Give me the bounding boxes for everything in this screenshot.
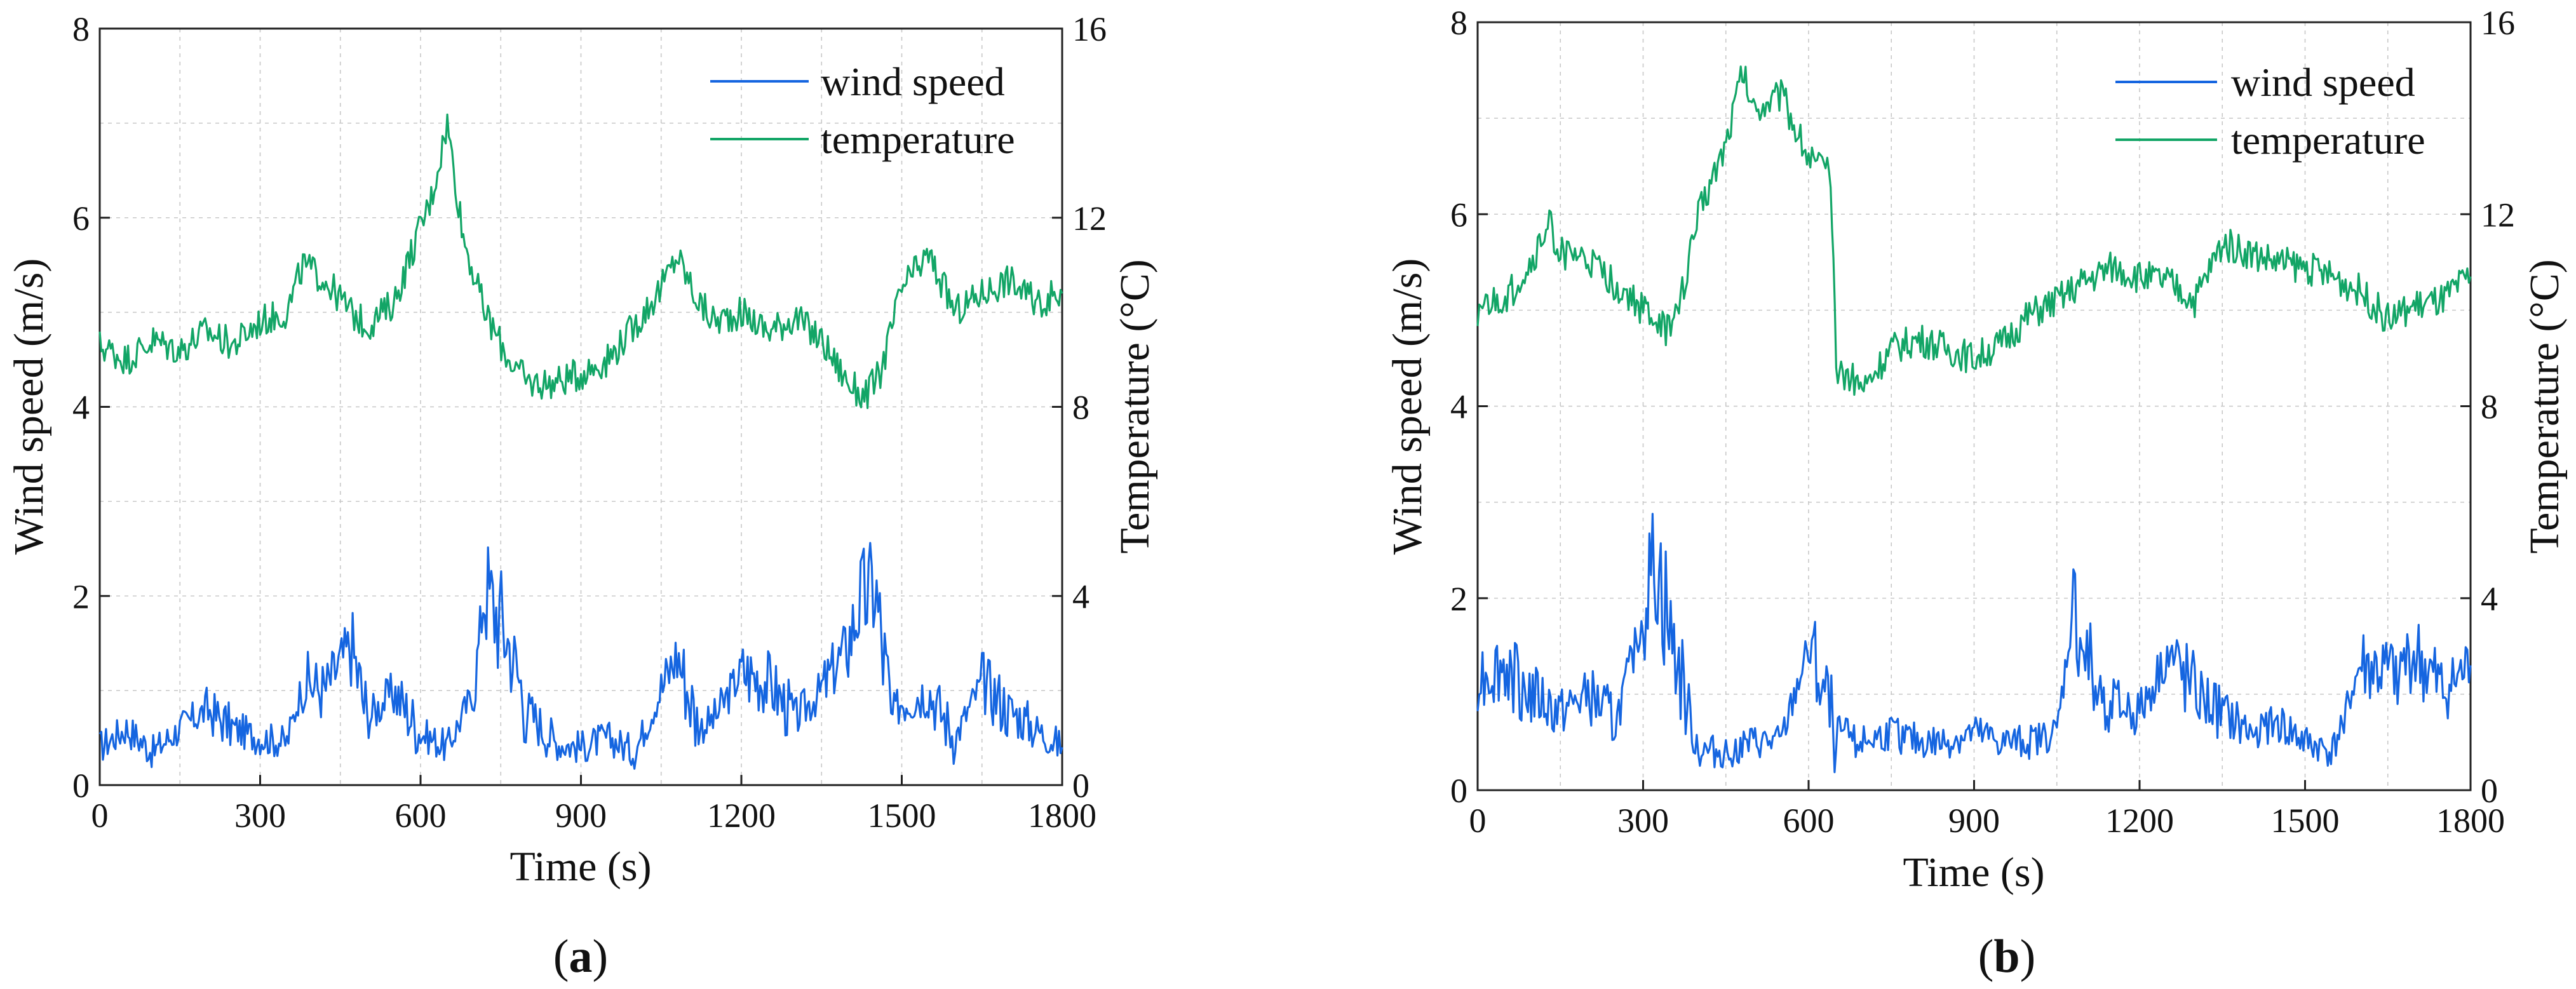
y2-tick-label: 4 — [2481, 580, 2498, 618]
temperature-line-a — [98, 113, 1063, 410]
x-tick-label: 1800 — [1028, 797, 1096, 835]
y-axis-label-b: Wind speed (m/s) — [1384, 259, 1431, 555]
y2-axis-label-a: Temperature (°C) — [1112, 259, 1158, 553]
y2-tick-label: 16 — [2481, 4, 2515, 42]
x-tick-label: 1500 — [868, 797, 936, 835]
y-axis-label-a: Wind speed (m/s) — [6, 259, 52, 555]
x-tick-label: 300 — [234, 797, 286, 835]
ticks-b — [1476, 21, 2472, 791]
x-tick-labels-a: 0 300 600 900 1200 1500 1800 — [91, 797, 1097, 835]
y-tick-label: 2 — [72, 577, 90, 616]
legend-label-wind-a: wind speed — [821, 59, 1005, 104]
y-tick-label: 4 — [72, 389, 90, 427]
y2-tick-label: 12 — [1072, 199, 1107, 238]
x-tick-label: 900 — [555, 797, 607, 835]
y2-tick-label: 0 — [1072, 767, 1089, 805]
y2-axis-label-b: Temperature (°C) — [2521, 259, 2568, 553]
y2-tick-label: 12 — [2481, 196, 2515, 234]
legend-label-temperature-a: temperature — [821, 117, 1015, 162]
x-axis-label-b: Time (s) — [1903, 849, 2044, 896]
x-tick-label: 1200 — [2105, 802, 2174, 840]
x-tick-label: 1800 — [2436, 802, 2505, 840]
x-tick-label: 0 — [91, 797, 109, 835]
panel-label-a: (a) — [553, 931, 608, 983]
temperature-line-b — [1476, 65, 2472, 396]
y2-tick-label: 8 — [1072, 389, 1089, 427]
y-tick-label: 6 — [1450, 196, 1467, 234]
chart-panel-a: 0 300 600 900 1200 1500 1800 0 2 4 6 8 0… — [6, 10, 1158, 983]
y2-tick-label: 16 — [1072, 10, 1107, 48]
ticks-a — [98, 27, 1063, 786]
y-tick-label: 8 — [72, 10, 90, 48]
y-tick-labels-a: 0 2 4 6 8 — [72, 10, 90, 805]
legend-label-temperature-b: temperature — [2231, 118, 2425, 163]
x-tick-label: 0 — [1469, 802, 1487, 840]
x-tick-label: 1200 — [707, 797, 776, 835]
legend-a: wind speed temperature — [710, 59, 1015, 162]
legend-b: wind speed temperature — [2115, 60, 2425, 163]
chart-panel-b: 0 300 600 900 1200 1500 1800 0 2 4 6 8 0… — [1384, 4, 2568, 983]
y-tick-label: 0 — [72, 767, 90, 805]
x-tick-labels-b: 0 300 600 900 1200 1500 1800 — [1469, 802, 2505, 840]
y-tick-label: 8 — [1450, 4, 1467, 42]
y-tick-label: 6 — [72, 199, 90, 238]
wind-speed-line-a — [98, 542, 1063, 770]
y-tick-label: 4 — [1450, 388, 1467, 426]
y-tick-label: 0 — [1450, 772, 1467, 810]
wind-speed-line-b — [1476, 513, 2472, 774]
x-tick-label: 600 — [395, 797, 447, 835]
legend-label-wind-b: wind speed — [2231, 60, 2415, 105]
y-tick-labels-b: 0 2 4 6 8 — [1450, 4, 1467, 810]
x-axis-label-a: Time (s) — [509, 844, 651, 890]
x-tick-label: 600 — [1783, 802, 1835, 840]
x-tick-label: 1500 — [2271, 802, 2340, 840]
gridlines-b — [1478, 22, 2471, 790]
y2-tick-labels-a: 0 4 8 12 16 — [1072, 10, 1107, 805]
x-tick-label: 900 — [1948, 802, 2000, 840]
y2-tick-label: 4 — [1072, 577, 1089, 616]
x-tick-label: 300 — [1617, 802, 1669, 840]
y2-tick-label: 0 — [2481, 772, 2498, 810]
panel-label-b: (b) — [1978, 931, 2035, 983]
y2-tick-label: 8 — [2481, 388, 2498, 426]
y-tick-label: 2 — [1450, 580, 1467, 618]
y2-tick-labels-b: 0 4 8 12 16 — [2481, 4, 2515, 810]
